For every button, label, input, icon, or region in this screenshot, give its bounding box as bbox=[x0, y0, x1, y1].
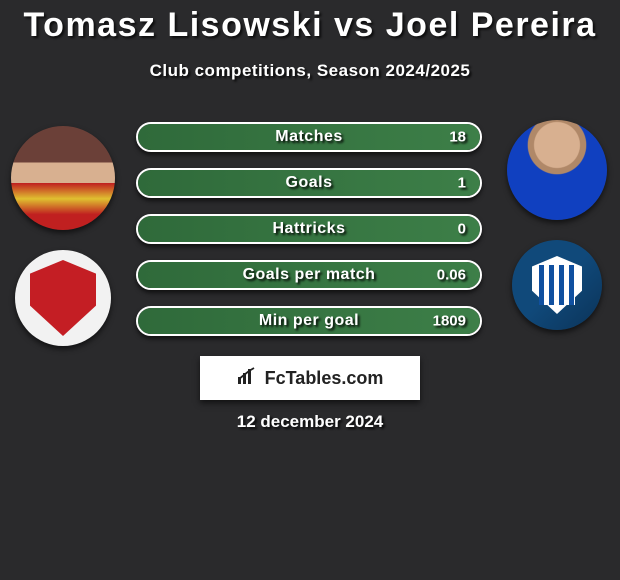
player2-avatar bbox=[507, 120, 607, 220]
bar-value: 18 bbox=[449, 129, 466, 146]
page-subtitle: Club competitions, Season 2024/2025 bbox=[0, 61, 620, 81]
bar-label: Hattricks bbox=[273, 220, 346, 238]
bar-label: Goals bbox=[286, 174, 333, 192]
stat-bar-hattricks: Hattricks 0 bbox=[136, 214, 482, 244]
bar-value: 0 bbox=[458, 221, 466, 238]
bar-label: Min per goal bbox=[259, 312, 359, 330]
stats-bars: Matches 18 Goals 1 Hattricks 0 Goals per… bbox=[136, 122, 482, 352]
branding-box: FcTables.com bbox=[200, 356, 420, 400]
stat-bar-min-per-goal: Min per goal 1809 bbox=[136, 306, 482, 336]
page-title: Tomasz Lisowski vs Joel Pereira bbox=[0, 0, 620, 45]
bar-value: 0.06 bbox=[437, 267, 466, 284]
branding-text: FcTables.com bbox=[265, 368, 384, 389]
stat-bar-goals-per-match: Goals per match 0.06 bbox=[136, 260, 482, 290]
date-text: 12 december 2024 bbox=[0, 412, 620, 432]
club2-logo bbox=[512, 240, 602, 330]
right-column bbox=[502, 120, 612, 330]
bar-value: 1809 bbox=[433, 313, 466, 330]
club1-logo: 1910 bbox=[15, 250, 111, 346]
stat-bar-matches: Matches 18 bbox=[136, 122, 482, 152]
player1-avatar bbox=[11, 126, 115, 230]
stat-bar-goals: Goals 1 bbox=[136, 168, 482, 198]
club1-year: 1910 bbox=[15, 264, 111, 275]
chart-icon bbox=[237, 367, 259, 390]
bar-label: Goals per match bbox=[243, 266, 376, 284]
bar-value: 1 bbox=[458, 175, 466, 192]
club2-stripes bbox=[539, 265, 575, 305]
bar-label: Matches bbox=[275, 128, 343, 146]
left-column: 1910 bbox=[8, 126, 118, 346]
